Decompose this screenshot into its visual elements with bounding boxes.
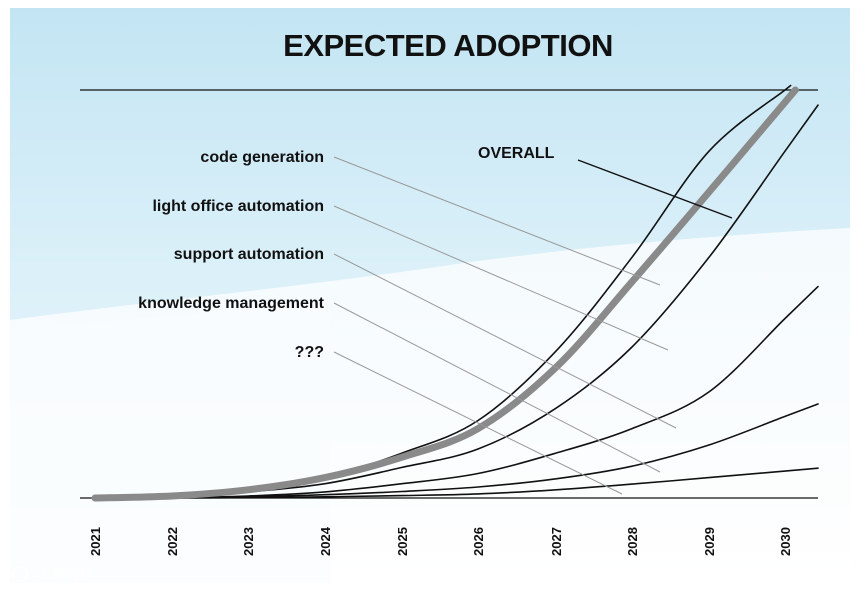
label-unknown: ??? bbox=[295, 344, 324, 361]
leader-overall bbox=[577, 159, 733, 219]
watermark-logo-icon bbox=[12, 566, 28, 582]
x-axis-ticks: 2021 2022 2023 2024 2025 2026 2027 2028 2029 2030 bbox=[88, 526, 793, 556]
x-tick-2022: 2022 bbox=[165, 527, 180, 556]
cloud-background-2 bbox=[10, 300, 330, 583]
x-tick-2023: 2023 bbox=[241, 527, 256, 556]
x-tick-2030: 2030 bbox=[778, 527, 793, 556]
leader-light-office-automation bbox=[333, 205, 669, 351]
series-line-unknown bbox=[94, 467, 819, 499]
leader-knowledge-management bbox=[333, 302, 661, 473]
x-tick-2024: 2024 bbox=[318, 526, 333, 556]
leader-unknown bbox=[333, 351, 623, 495]
chart-title: EXPECTED ADOPTION bbox=[283, 28, 613, 63]
label-support-automation: support automation bbox=[174, 246, 324, 263]
leader-support-automation bbox=[333, 253, 677, 429]
series-line-overall bbox=[91, 86, 799, 502]
leader-lines bbox=[333, 156, 733, 495]
x-tick-2021: 2021 bbox=[88, 527, 103, 556]
x-tick-2028: 2028 bbox=[625, 527, 640, 556]
label-knowledge-management: knowledge management bbox=[138, 295, 324, 312]
x-tick-2027: 2027 bbox=[549, 527, 564, 556]
leader-code-generation bbox=[333, 156, 661, 286]
x-tick-2026: 2026 bbox=[471, 527, 486, 556]
series-curves bbox=[91, 84, 819, 502]
label-overall: OVERALL bbox=[478, 145, 555, 162]
watermark: 大数跨境 bbox=[12, 566, 94, 583]
x-tick-2025: 2025 bbox=[395, 527, 410, 556]
label-code-generation: code generation bbox=[200, 149, 324, 166]
watermark-text: 大数跨境 bbox=[38, 567, 94, 583]
x-tick-2029: 2029 bbox=[702, 527, 717, 556]
label-light-office-automation: light office automation bbox=[152, 198, 324, 215]
